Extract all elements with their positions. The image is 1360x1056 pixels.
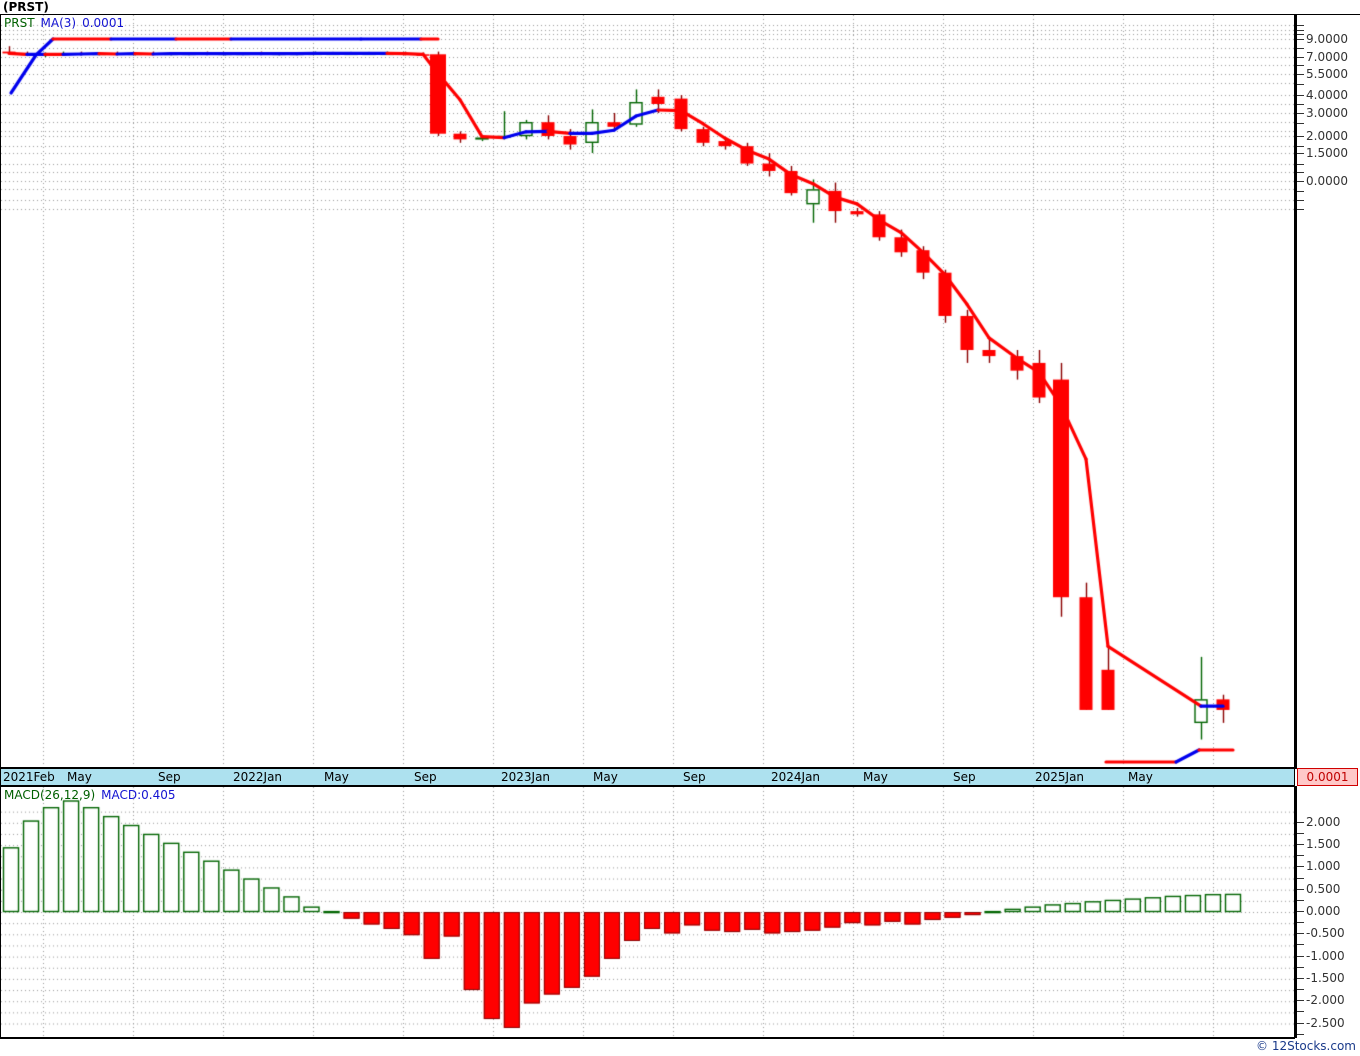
macd-axis-tick-label: -1.000 [1306,948,1345,963]
price-axis-tick [1297,136,1304,137]
price-y-axis: 9.0000 7.0000 5.5000 4.0000 3.0000 2.0000 1.50… [1295,14,1360,769]
macd-axis-minor-tick [1297,1011,1304,1013]
price-axis-tick [1297,74,1304,75]
date-label-top: Sep [953,770,976,784]
price-axis-tick-label: 1.5000 [1306,146,1348,160]
price-axis-tick [1297,30,1304,31]
macd-axis-minor-tick [1297,877,1304,879]
macd-axis-minor-tick [1297,899,1304,901]
macd-axis-tick [1297,866,1304,868]
macd-axis-tick-label: 2.000 [1306,814,1341,829]
macd-axis-tick [1297,844,1304,846]
date-label-top: May [1128,770,1153,784]
macd-axis-tick [1297,933,1304,935]
price-axis-tick [1297,191,1304,192]
price-axis-tick [1297,84,1304,85]
macd-axis-tick [1297,955,1304,957]
price-axis-tick [1297,113,1304,114]
price-axis-tick [1297,95,1304,96]
date-label-top: May [593,770,618,784]
macd-axis-tick-label: -2.500 [1306,1015,1345,1030]
macd-axis-tick [1297,977,1304,979]
last-price-tag: 0.0001 [1297,768,1358,786]
date-label-top: 2021Feb [3,770,55,784]
price-axis-tick [1297,123,1304,124]
macd-axis-minor-tick [1297,944,1304,946]
macd-chart-panel[interactable] [0,786,1295,1038]
macd-axis-tick [1297,888,1304,890]
macd-axis-minor-tick [1297,966,1304,968]
price-axis-tick [1297,25,1304,26]
price-axis-line [1295,15,1297,769]
date-label-top: 2023Jan [501,770,551,784]
price-axis-tick [1297,39,1304,40]
watermark: © 12Stocks.com [1256,1039,1356,1053]
macd-axis-minor-tick [1297,922,1304,924]
price-axis-tick [1297,57,1304,58]
macd-axis-tick [1297,1022,1304,1024]
date-label-top: 2025Jan [1035,770,1085,784]
price-axis-tick-label: 2.0000 [1306,129,1348,143]
legend-ma-label: MA(3) [40,16,77,30]
price-axis-tick [1297,200,1304,201]
price-axis-tick [1297,172,1304,173]
macd-value: MACD:0.405 [101,788,176,802]
macd-axis-minor-tick [1297,855,1304,857]
macd-axis-tick [1297,821,1304,823]
date-axis-top: 2021Feb May Sep 2022Jan May Sep 2023Jan May Sep 2… [0,768,1295,786]
macd-canvas [1,787,1294,1037]
macd-axis-tick-label: -0.500 [1306,926,1345,941]
date-label-top: May [324,770,349,784]
legend-symbol: PRST [4,16,35,30]
date-label-top: Sep [414,770,437,784]
macd-axis-tick-label: 1.000 [1306,859,1341,874]
macd-legend: MACD(26,12,9) MACD:0.405 [4,788,176,802]
macd-axis-minor-tick [1297,832,1304,834]
price-axis-tick [1297,48,1304,49]
date-label-top: Sep [158,770,181,784]
macd-axis-tick-label: 1.500 [1306,837,1341,852]
macd-axis-tick-label: 0.500 [1306,881,1341,896]
date-label-top: 2022Jan [233,770,283,784]
price-axis-tick-label: 0.0000 [1306,174,1348,188]
macd-axis-tick [1297,911,1304,912]
price-axis-tick-label: 7.0000 [1306,50,1348,64]
price-axis-tick-label: 3.0000 [1306,106,1348,120]
macd-axis-line [1295,786,1297,1038]
price-axis-tick [1297,153,1304,154]
price-axis-tick [1297,209,1304,210]
macd-axis-tick [1297,1000,1304,1002]
macd-axis-tick-label: 0.000 [1306,904,1341,918]
date-label-top: 2024Jan [771,770,821,784]
price-chart-panel[interactable] [0,14,1295,768]
price-axis-tick [1297,181,1304,182]
date-label-top: May [863,770,888,784]
title-bar: (PRST) [0,0,1360,14]
price-axis-tick [1297,65,1304,66]
macd-y-axis: 2.000 1.500 1.000 0.500 0.000 -0.500 -1.000 -1.… [1295,786,1360,1038]
price-canvas [1,15,1294,767]
macd-name: MACD(26,12,9) [4,788,96,802]
macd-axis-minor-tick [1297,989,1304,991]
price-axis-tick [1297,34,1304,35]
legend-ma-value: 0.0001 [82,16,125,30]
price-axis-tick-label: 4.0000 [1306,88,1348,102]
price-axis-tick [1297,104,1304,105]
macd-axis-minor-tick [1297,1033,1304,1035]
price-axis-tick [1297,164,1304,165]
date-label-top: May [67,770,92,784]
price-axis-tick-label: 5.5000 [1306,67,1348,81]
price-legend: PRST MA(3) 0.0001 [4,16,124,30]
footer: © 12Stocks.com [0,1039,1360,1056]
macd-axis-tick-label: -1.500 [1306,970,1345,985]
price-axis-tick-label: 9.0000 [1306,32,1348,46]
price-axis-tick [1297,146,1304,147]
page-title: (PRST) [3,0,49,14]
date-label-top: Sep [683,770,706,784]
macd-axis-tick-label: -2.000 [1306,993,1345,1008]
